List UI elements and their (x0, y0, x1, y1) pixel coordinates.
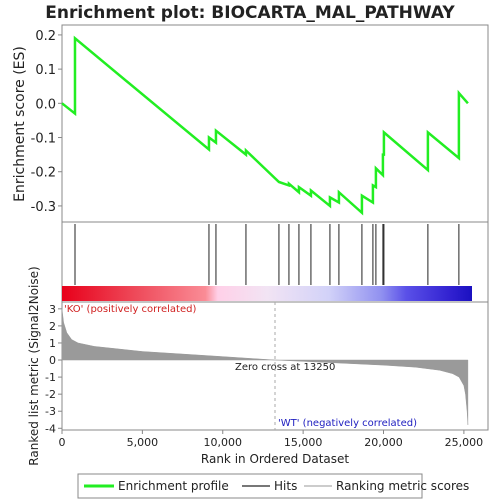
y2-tick-label: -2 (45, 388, 56, 401)
y2-axis-label: Ranked list metric (Signal2Noise) (27, 266, 41, 465)
x-tick-label: 20,000 (364, 436, 403, 449)
y2-tick-label: -3 (45, 405, 56, 418)
y2-tick-label: -1 (45, 371, 56, 384)
y2-tick-label: 2 (49, 320, 56, 333)
y-tick-label: 0.0 (35, 97, 56, 112)
neg-label: 'WT' (negatively correlated) (278, 418, 417, 429)
y-tick-label: 0.2 (35, 29, 56, 44)
legend-label: Enrichment profile (118, 479, 229, 493)
metric-area (61, 308, 469, 425)
y-tick-label: 0.1 (35, 63, 56, 78)
legend-label: Hits (274, 479, 297, 493)
chart-title: Enrichment plot: BIOCARTA_MAL_PATHWAY (45, 3, 455, 23)
x-tick-label: 15,000 (284, 436, 323, 449)
x-axis-label: Rank in Ordered Dataset (201, 452, 349, 466)
y-axis-label: Enrichment score (ES) (12, 46, 28, 202)
x-tick-label: 0 (59, 436, 66, 449)
legend-label: Ranking metric scores (336, 479, 469, 493)
zero-label: Zero cross at 13250 (235, 362, 335, 373)
color-band (62, 286, 472, 301)
y-tick-label: -0.2 (31, 166, 56, 181)
y2-tick-label: -4 (45, 422, 56, 435)
es-line (61, 35, 469, 216)
pos-label: 'KO' (positively correlated) (64, 304, 196, 315)
x-tick-label: 25,000 (445, 436, 484, 449)
y-tick-label: -0.3 (31, 200, 56, 215)
x-tick-label: 10,000 (204, 436, 243, 449)
y2-tick-label: 1 (49, 337, 56, 350)
y2-tick-label: 0 (49, 354, 56, 367)
y2-tick-label: 3 (49, 303, 56, 316)
y-tick-label: -0.1 (31, 132, 56, 147)
x-tick-label: 5,000 (127, 436, 159, 449)
